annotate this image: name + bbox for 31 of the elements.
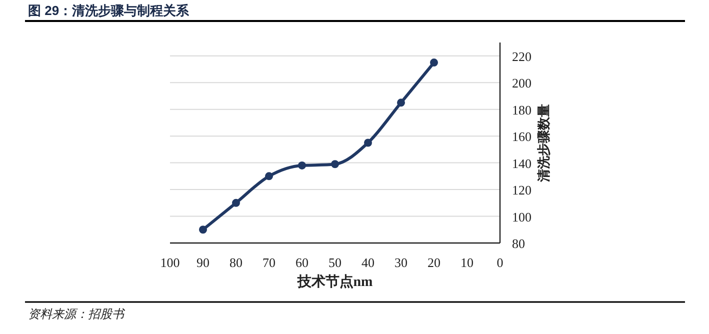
y-tick-label: 80 bbox=[512, 236, 525, 251]
x-tick-label: 30 bbox=[394, 255, 408, 270]
y-tick-label: 200 bbox=[512, 76, 532, 91]
y-axis-title: 清洗步骤数量 bbox=[536, 104, 551, 183]
point bbox=[364, 138, 372, 147]
x-tick-label: 40 bbox=[362, 255, 374, 270]
point bbox=[331, 160, 339, 168]
point bbox=[232, 198, 240, 207]
x-tick-label: 50 bbox=[328, 255, 342, 270]
y-tick-label: 180 bbox=[512, 102, 532, 118]
text: 资料来源：招股书 bbox=[28, 307, 126, 321]
x-tick-label: 60 bbox=[296, 255, 308, 270]
y-tick-label: 100 bbox=[512, 209, 532, 224]
x-tick-label: 100 bbox=[160, 255, 180, 270]
y-tick-label: 140 bbox=[512, 156, 532, 171]
y-tick-label: 120 bbox=[512, 182, 532, 198]
x-tick-label: 20 bbox=[428, 255, 440, 270]
x-tick-label: 90 bbox=[196, 255, 210, 270]
x-tick-label: 70 bbox=[262, 255, 276, 270]
x-tick-label: 10 bbox=[460, 255, 474, 270]
x-tick-label: 80 bbox=[230, 255, 242, 270]
y-tick-label: 220 bbox=[512, 48, 532, 64]
point bbox=[430, 58, 438, 67]
x-axis-title: 技术节点nm bbox=[296, 274, 374, 290]
chart-title: 图 29：清洗步骤与制程关系 bbox=[28, 3, 190, 18]
x-tick-label: 0 bbox=[496, 255, 504, 270]
point bbox=[397, 98, 405, 107]
point bbox=[298, 161, 306, 170]
point bbox=[265, 172, 273, 180]
y-tick-label: 160 bbox=[512, 129, 532, 144]
point bbox=[199, 226, 207, 234]
